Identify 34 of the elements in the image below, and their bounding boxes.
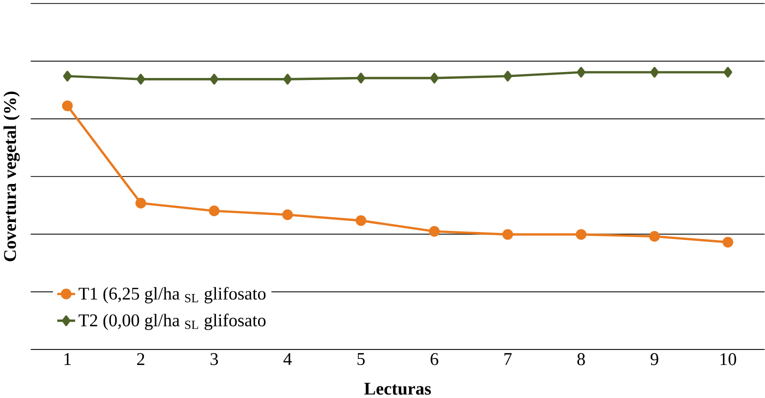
point — [502, 228, 514, 240]
point — [576, 228, 586, 240]
point — [62, 100, 73, 112]
x-tick-label: 9 — [650, 353, 658, 366]
point — [135, 198, 146, 208]
point — [722, 236, 734, 248]
point — [503, 70, 512, 82]
legend-label: T1 (6,25 gl/ha $_{SL}$ glifosato — [78, 286, 266, 304]
x-tick-label: 10 — [720, 353, 736, 366]
legend-label: T2 (0,00 gl/ha $_{SL}$ glifosato — [78, 314, 266, 330]
x-tick-label: 6 — [430, 353, 438, 366]
x-axis-title: Lecturas — [364, 382, 431, 395]
point — [649, 230, 660, 242]
x-tick-label: 5 — [358, 353, 365, 365]
x-tick-label: 2 — [137, 353, 144, 365]
point — [428, 226, 440, 237]
x-tick-label: 8 — [577, 353, 585, 366]
point — [283, 74, 292, 84]
point — [208, 205, 220, 216]
point — [356, 215, 366, 226]
x-tick-label: 3 — [210, 353, 218, 366]
x-tick-label: 4 — [283, 353, 292, 365]
point — [724, 66, 732, 78]
point — [430, 72, 439, 84]
point — [356, 72, 366, 84]
x-tick-label: 1 — [64, 353, 71, 365]
point — [136, 74, 146, 84]
point — [210, 74, 218, 84]
point — [63, 70, 72, 82]
point — [650, 66, 659, 78]
x-tick-label: 7 — [504, 353, 512, 365]
point — [282, 209, 293, 220]
y-axis-title: Covertura vegetal (%) — [4, 92, 20, 262]
point — [576, 66, 586, 78]
